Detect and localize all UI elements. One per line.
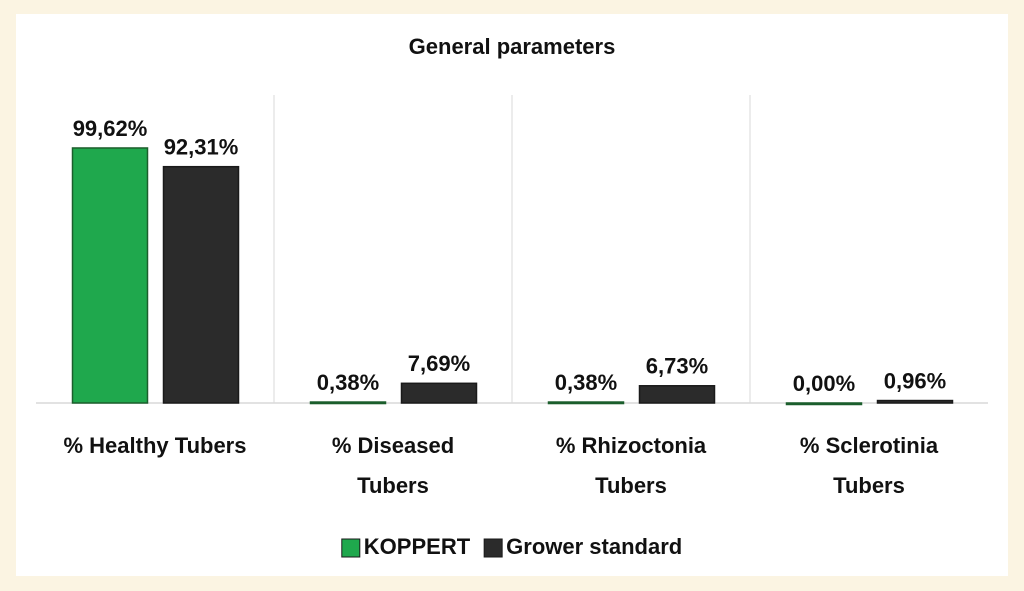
x-tick-label: % Diseased Tubers: [332, 433, 454, 498]
value-label: 0,96%: [884, 368, 946, 393]
value-label: 0,38%: [555, 370, 617, 395]
bar: [400, 382, 478, 404]
legend-swatch: [483, 538, 503, 558]
x-tick-label: % Sclerotinia Tubers: [800, 433, 939, 498]
value-label: 7,69%: [408, 351, 470, 376]
bar: [876, 399, 954, 404]
bar: [547, 401, 625, 405]
value-label: 0,38%: [317, 370, 379, 395]
value-label: 99,62%: [73, 116, 148, 141]
bar: [785, 402, 863, 406]
x-tick-label: % Healthy Tubers: [64, 433, 247, 458]
legend-swatch: [341, 538, 361, 558]
bar: [638, 385, 716, 404]
bar: [71, 147, 149, 404]
bar: [162, 165, 240, 404]
value-label: 6,73%: [646, 354, 708, 379]
legend-label: KOPPERT: [364, 534, 471, 559]
value-label: 92,31%: [164, 134, 239, 159]
value-label: 0,00%: [793, 371, 855, 396]
legend-label: Grower standard: [506, 534, 682, 559]
x-tick-label: % Rhizoctonia Tubers: [556, 433, 707, 498]
bar: [309, 401, 387, 405]
chart-title: General parameters: [409, 34, 616, 59]
